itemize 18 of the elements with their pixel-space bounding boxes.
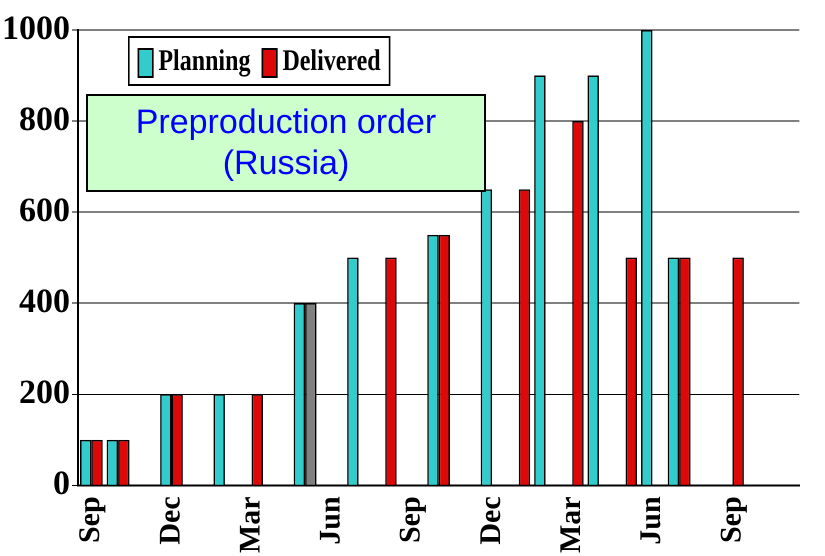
x-tick-label: Dec (153, 496, 186, 545)
legend-label: Delivered (281, 44, 381, 78)
x-tick-label: Sep (73, 496, 106, 544)
y-tick-label: 800 (19, 100, 70, 138)
x-tick-label: Sep (394, 496, 427, 544)
y-tick-label: 600 (19, 192, 70, 229)
x-tick-label: Mar (233, 496, 266, 554)
y-tick-label: 400 (19, 283, 70, 320)
y-tick-label: 200 (19, 374, 70, 412)
y-tick-label: 1000 (2, 10, 70, 47)
x-tick-label: Dec (474, 496, 507, 545)
annotation: Preproduction order (Russia) (134, 102, 438, 184)
y-tick-label: 0 (53, 465, 70, 502)
x-tick-label: Mar (554, 496, 587, 554)
legend-label: Planning (157, 44, 250, 78)
x-tick-label: Sep (714, 496, 748, 544)
x-tick-label: Jun (634, 496, 668, 545)
x-tick-label: Jun (314, 496, 347, 545)
